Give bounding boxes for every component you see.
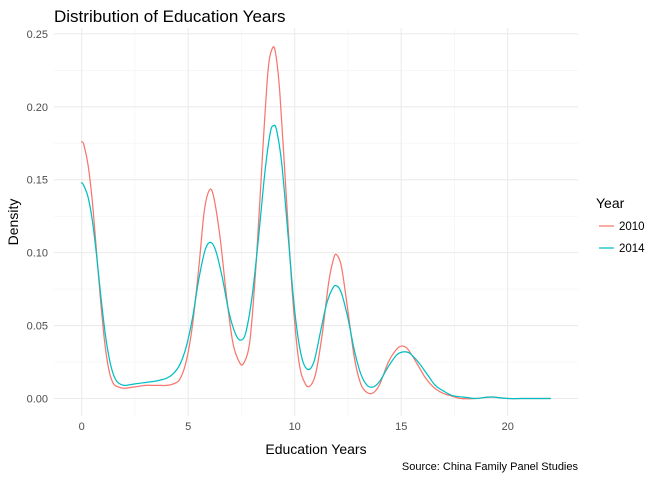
y-axis-ticks: 0.00 0.05 0.10 0.15 0.20 0.25	[27, 29, 48, 406]
chart-title: Distribution of Education Years	[54, 7, 286, 26]
legend-label-2014: 2014	[619, 243, 645, 255]
x-axis-title: Education Years	[265, 441, 366, 457]
series-line-2014	[81, 124, 551, 400]
y-tick-label: 0.05	[27, 321, 48, 333]
legend-title: Year	[596, 195, 625, 211]
x-tick-label: 5	[185, 421, 191, 433]
series-lines	[81, 46, 551, 400]
x-tick-label: 0	[79, 421, 85, 433]
y-tick-label: 0.15	[27, 175, 48, 187]
series-line-2010	[81, 46, 551, 400]
y-axis-title: Density	[5, 199, 21, 246]
legend-item-2010: 2010	[599, 221, 645, 233]
x-axis-ticks: 0 5 10 15 20	[79, 421, 514, 433]
legend: Year 2010 2014	[596, 195, 645, 255]
legend-item-2014: 2014	[599, 243, 645, 255]
y-tick-label: 0.25	[27, 29, 48, 41]
y-tick-label: 0.20	[27, 102, 48, 114]
legend-items: 2010 2014	[599, 221, 645, 255]
x-tick-label: 20	[502, 421, 514, 433]
grid	[54, 28, 578, 416]
y-tick-label: 0.10	[27, 248, 48, 260]
x-tick-label: 10	[289, 421, 301, 433]
y-tick-label: 0.00	[27, 393, 48, 405]
x-tick-label: 15	[395, 421, 407, 433]
chart-caption: Source: China Family Panel Studies	[402, 461, 579, 473]
legend-label-2010: 2010	[619, 221, 645, 233]
